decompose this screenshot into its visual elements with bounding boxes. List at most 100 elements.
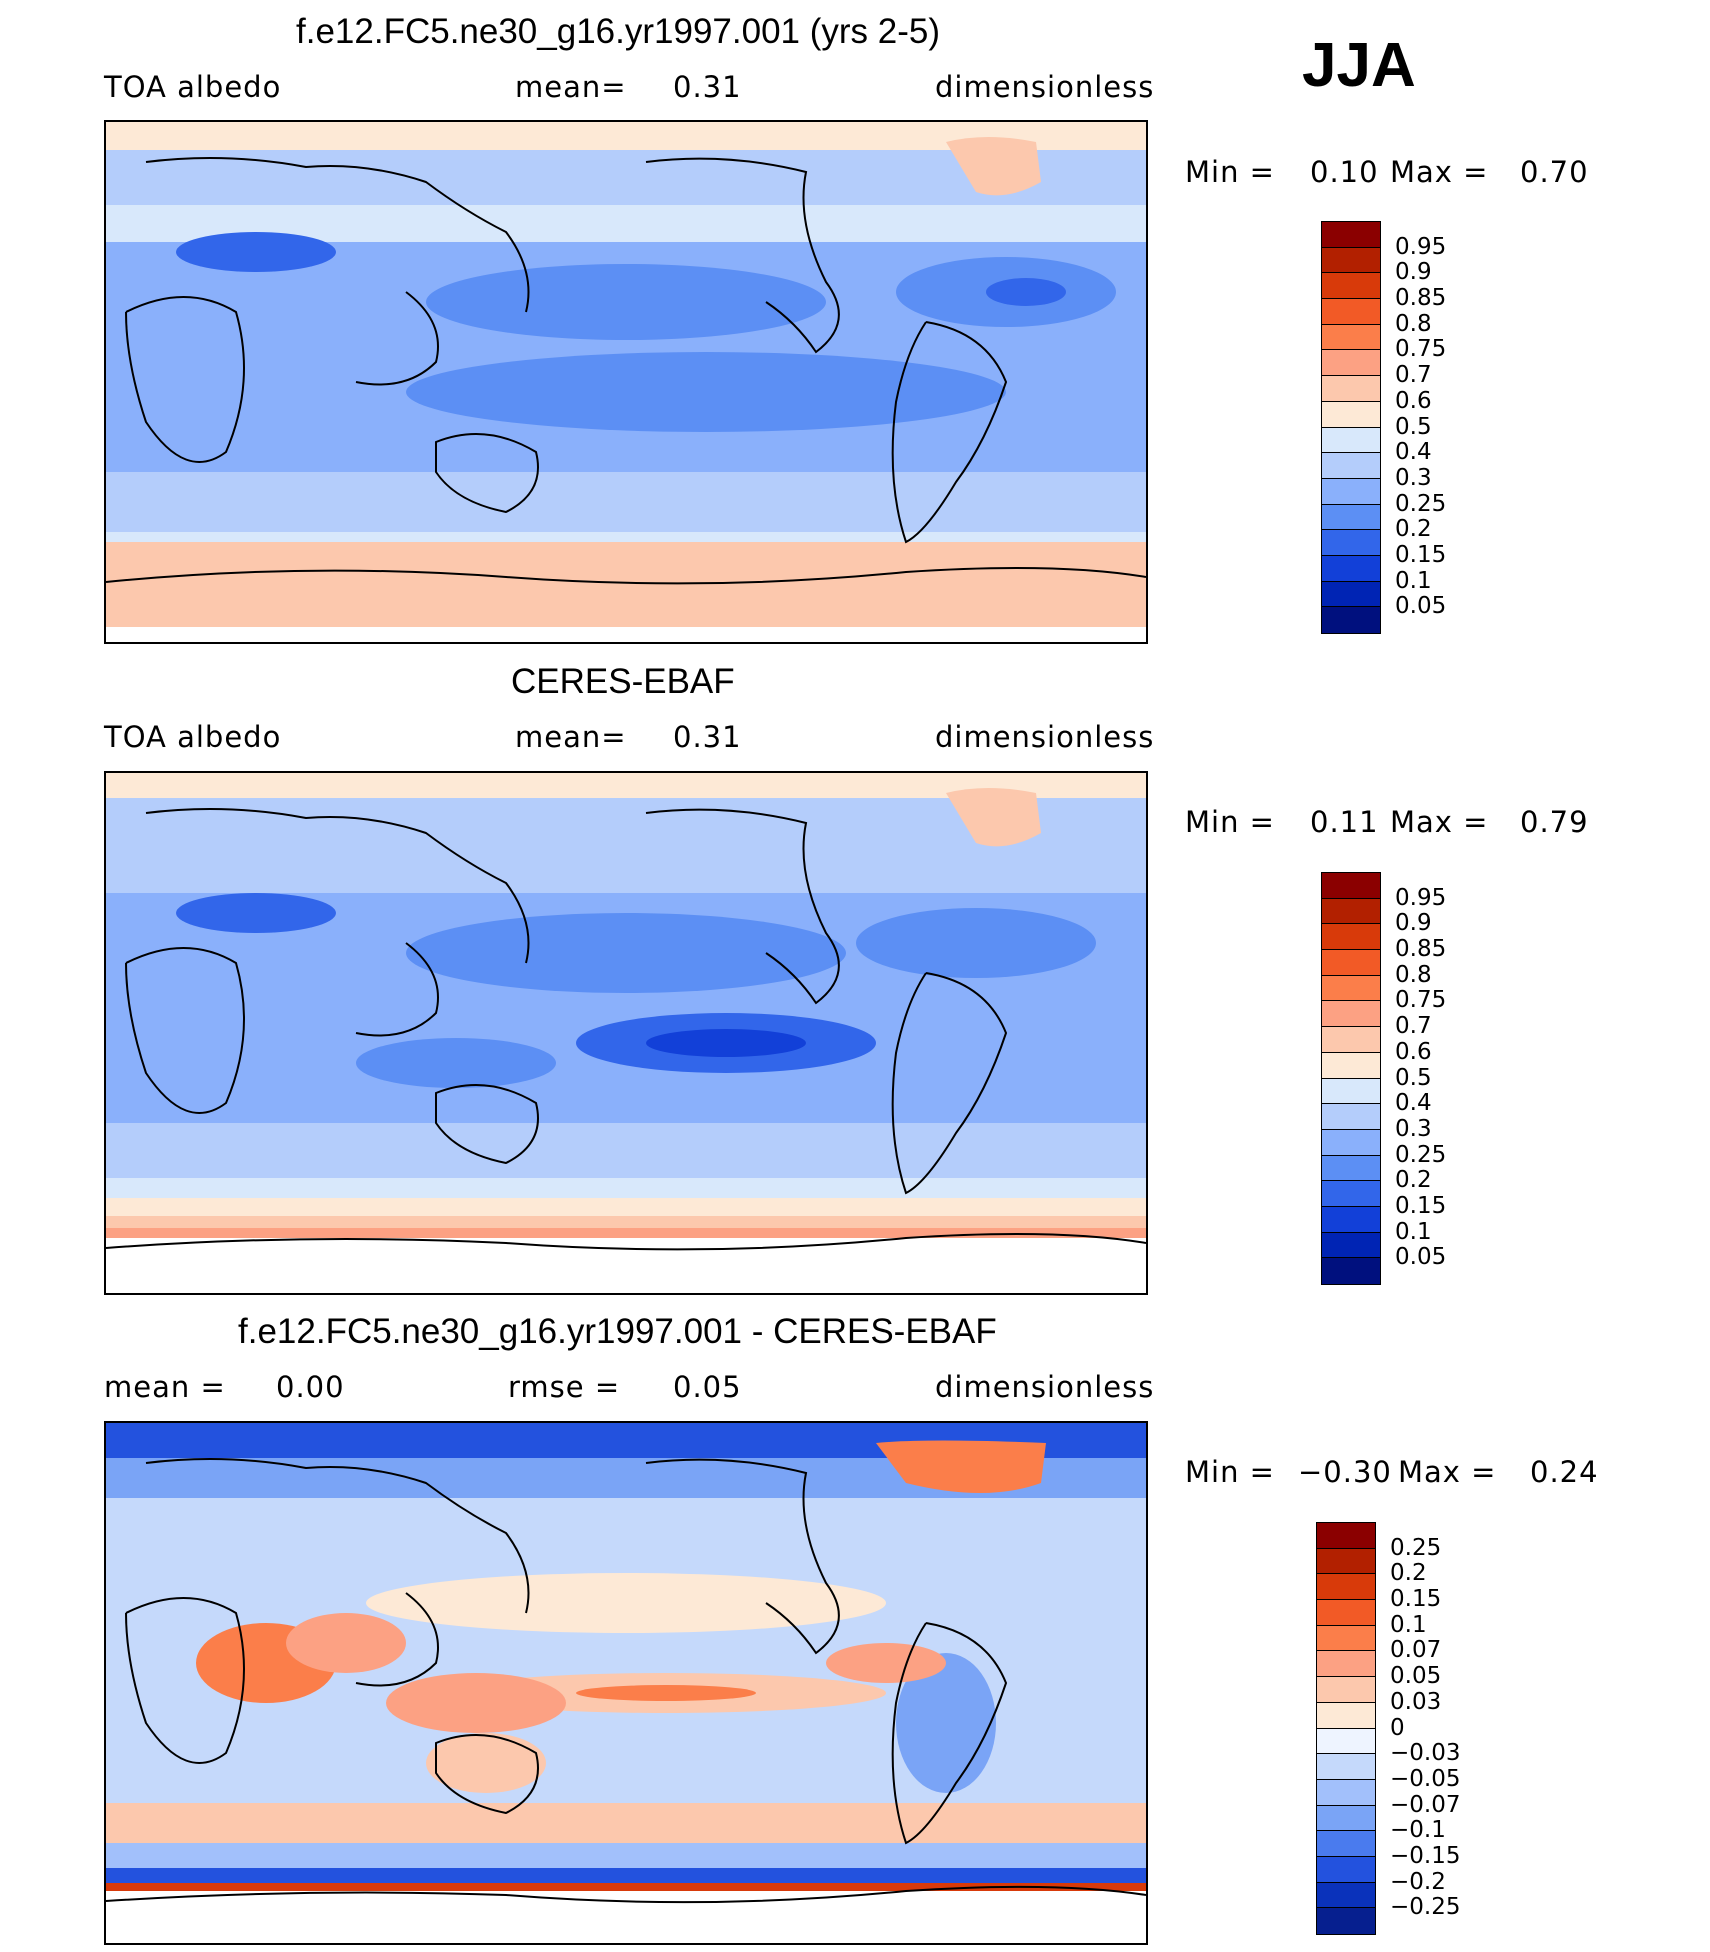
panel3-units: dimensionless xyxy=(935,1370,1155,1404)
panel2-max-value: 0.79 xyxy=(1520,805,1589,839)
panel3-max-value: 0.24 xyxy=(1530,1455,1599,1489)
panel1-map xyxy=(104,120,1148,644)
colorbar-tick-label: 0.25 xyxy=(1395,1141,1447,1168)
colorbar-tick-label: 0.5 xyxy=(1395,413,1432,440)
colorbar-segment xyxy=(1317,1548,1375,1575)
panel3-max-label: Max = xyxy=(1398,1455,1497,1489)
colorbar-segment xyxy=(1317,1702,1375,1729)
colorbar-segment xyxy=(1322,555,1380,582)
panel2-min-label: Min = xyxy=(1185,805,1275,839)
colorbar-segment xyxy=(1322,898,1380,925)
colorbar-tick-label: −0.1 xyxy=(1390,1817,1446,1844)
panel2-map xyxy=(104,771,1148,1295)
colorbar-tick-label: 0.9 xyxy=(1395,910,1432,937)
colorbar-segment xyxy=(1322,504,1380,531)
colorbar-tick-label: 0.85 xyxy=(1395,285,1447,312)
colorbar-tick-label: 0.15 xyxy=(1395,541,1447,568)
colorbar-segment xyxy=(1322,975,1380,1002)
colorbar-tick-label: −0.05 xyxy=(1390,1765,1461,1792)
panel1-colorbar xyxy=(1321,221,1381,634)
colorbar-tick-label: 0.05 xyxy=(1395,593,1447,620)
colorbar-segment xyxy=(1322,1129,1380,1156)
colorbar-segment xyxy=(1322,376,1380,402)
colorbar-tick-label: 0.25 xyxy=(1390,1534,1442,1561)
colorbar-segment xyxy=(1317,1779,1375,1806)
colorbar-segment xyxy=(1317,1856,1375,1883)
panel3-colorbar xyxy=(1316,1522,1376,1935)
panel2-variable: TOA albedo xyxy=(104,720,282,754)
colorbar-segment xyxy=(1322,1001,1380,1028)
colorbar-tick-label: 0.1 xyxy=(1395,1218,1432,1245)
panel1-mean-value: 0.31 xyxy=(673,70,742,104)
colorbar-tick-label: 0.6 xyxy=(1395,1038,1432,1065)
colorbar-tick-label: −0.07 xyxy=(1390,1791,1461,1818)
colorbar-segment xyxy=(1322,1258,1380,1284)
colorbar-segment xyxy=(1322,273,1380,300)
panel1-max-value: 0.70 xyxy=(1520,155,1589,189)
panel2-max-label: Max = xyxy=(1390,805,1489,839)
panel1-units: dimensionless xyxy=(935,70,1155,104)
panel3-min-value: −0.30 xyxy=(1298,1455,1392,1489)
colorbar-segment xyxy=(1322,401,1380,428)
colorbar-tick-label: 0.8 xyxy=(1395,961,1432,988)
colorbar-segment xyxy=(1322,530,1380,556)
colorbar-segment xyxy=(1322,1052,1380,1079)
colorbar-segment xyxy=(1322,581,1380,608)
colorbar-tick-label: 0.25 xyxy=(1395,490,1447,517)
colorbar-segment xyxy=(1322,350,1380,377)
colorbar-tick-label: 0.2 xyxy=(1395,1167,1432,1194)
colorbar-tick-label: 0 xyxy=(1390,1714,1405,1741)
colorbar-segment xyxy=(1317,1728,1375,1755)
panel3-title: f.e12.FC5.ne30_g16.yr1997.001 - CERES-EB… xyxy=(238,1312,997,1351)
colorbar-tick-label: 0.1 xyxy=(1390,1611,1427,1638)
colorbar-tick-label: 0.75 xyxy=(1395,336,1447,363)
colorbar-tick-label: 0.75 xyxy=(1395,987,1447,1014)
colorbar-tick-label: 0.9 xyxy=(1395,259,1432,286)
panel1-min-value: 0.10 xyxy=(1310,155,1379,189)
colorbar-tick-label: 0.8 xyxy=(1395,310,1432,337)
colorbar-tick-label: 0.7 xyxy=(1395,1013,1432,1040)
colorbar-tick-label: 0.95 xyxy=(1395,233,1447,260)
colorbar-segment xyxy=(1317,1651,1375,1678)
colorbar-tick-label: 0.4 xyxy=(1395,439,1432,466)
colorbar-tick-label: 0.6 xyxy=(1395,387,1432,414)
colorbar-tick-label: 0.5 xyxy=(1395,1064,1432,1091)
panel2-mean-value: 0.31 xyxy=(673,720,742,754)
panel3-mean-value: 0.00 xyxy=(276,1370,345,1404)
colorbar-segment xyxy=(1322,1027,1380,1053)
colorbar-tick-label: 0.2 xyxy=(1390,1560,1427,1587)
colorbar-tick-label: 0.05 xyxy=(1395,1244,1447,1271)
panel1-max-label: Max = xyxy=(1390,155,1489,189)
panel1-variable: TOA albedo xyxy=(104,70,282,104)
colorbar-tick-label: 0.1 xyxy=(1395,567,1432,594)
colorbar-tick-label: 0.85 xyxy=(1395,936,1447,963)
colorbar-tick-label: 0.15 xyxy=(1390,1586,1442,1613)
colorbar-segment xyxy=(1322,1078,1380,1105)
colorbar-segment xyxy=(1322,1232,1380,1259)
colorbar-tick-label: 0.3 xyxy=(1395,1115,1432,1142)
panel2-colorbar xyxy=(1321,872,1381,1285)
panel2-units: dimensionless xyxy=(935,720,1155,754)
colorbar-tick-label: 0.4 xyxy=(1395,1090,1432,1117)
panel1-title: f.e12.FC5.ne30_g16.yr1997.001 (yrs 2-5) xyxy=(296,12,940,51)
colorbar-segment xyxy=(1322,607,1380,633)
colorbar-segment xyxy=(1317,1677,1375,1703)
colorbar-tick-label: −0.03 xyxy=(1390,1740,1461,1767)
colorbar-segment xyxy=(1317,1805,1375,1832)
colorbar-segment xyxy=(1322,924,1380,951)
colorbar-tick-label: 0.95 xyxy=(1395,884,1447,911)
colorbar-tick-label: 0.03 xyxy=(1390,1688,1442,1715)
panel3-map xyxy=(104,1421,1148,1945)
panel3-rmse-label: rmse = xyxy=(508,1370,621,1404)
colorbar-tick-label: 0.2 xyxy=(1395,516,1432,543)
panel2-title: CERES-EBAF xyxy=(511,662,735,701)
colorbar-segment xyxy=(1317,1882,1375,1909)
colorbar-segment xyxy=(1322,427,1380,454)
colorbar-segment xyxy=(1322,1206,1380,1233)
colorbar-segment xyxy=(1322,299,1380,325)
colorbar-segment xyxy=(1322,950,1380,976)
colorbar-tick-label: 0.7 xyxy=(1395,362,1432,389)
colorbar-segment xyxy=(1322,247,1380,274)
colorbar-tick-label: 0.05 xyxy=(1390,1663,1442,1690)
colorbar-segment xyxy=(1322,478,1380,505)
